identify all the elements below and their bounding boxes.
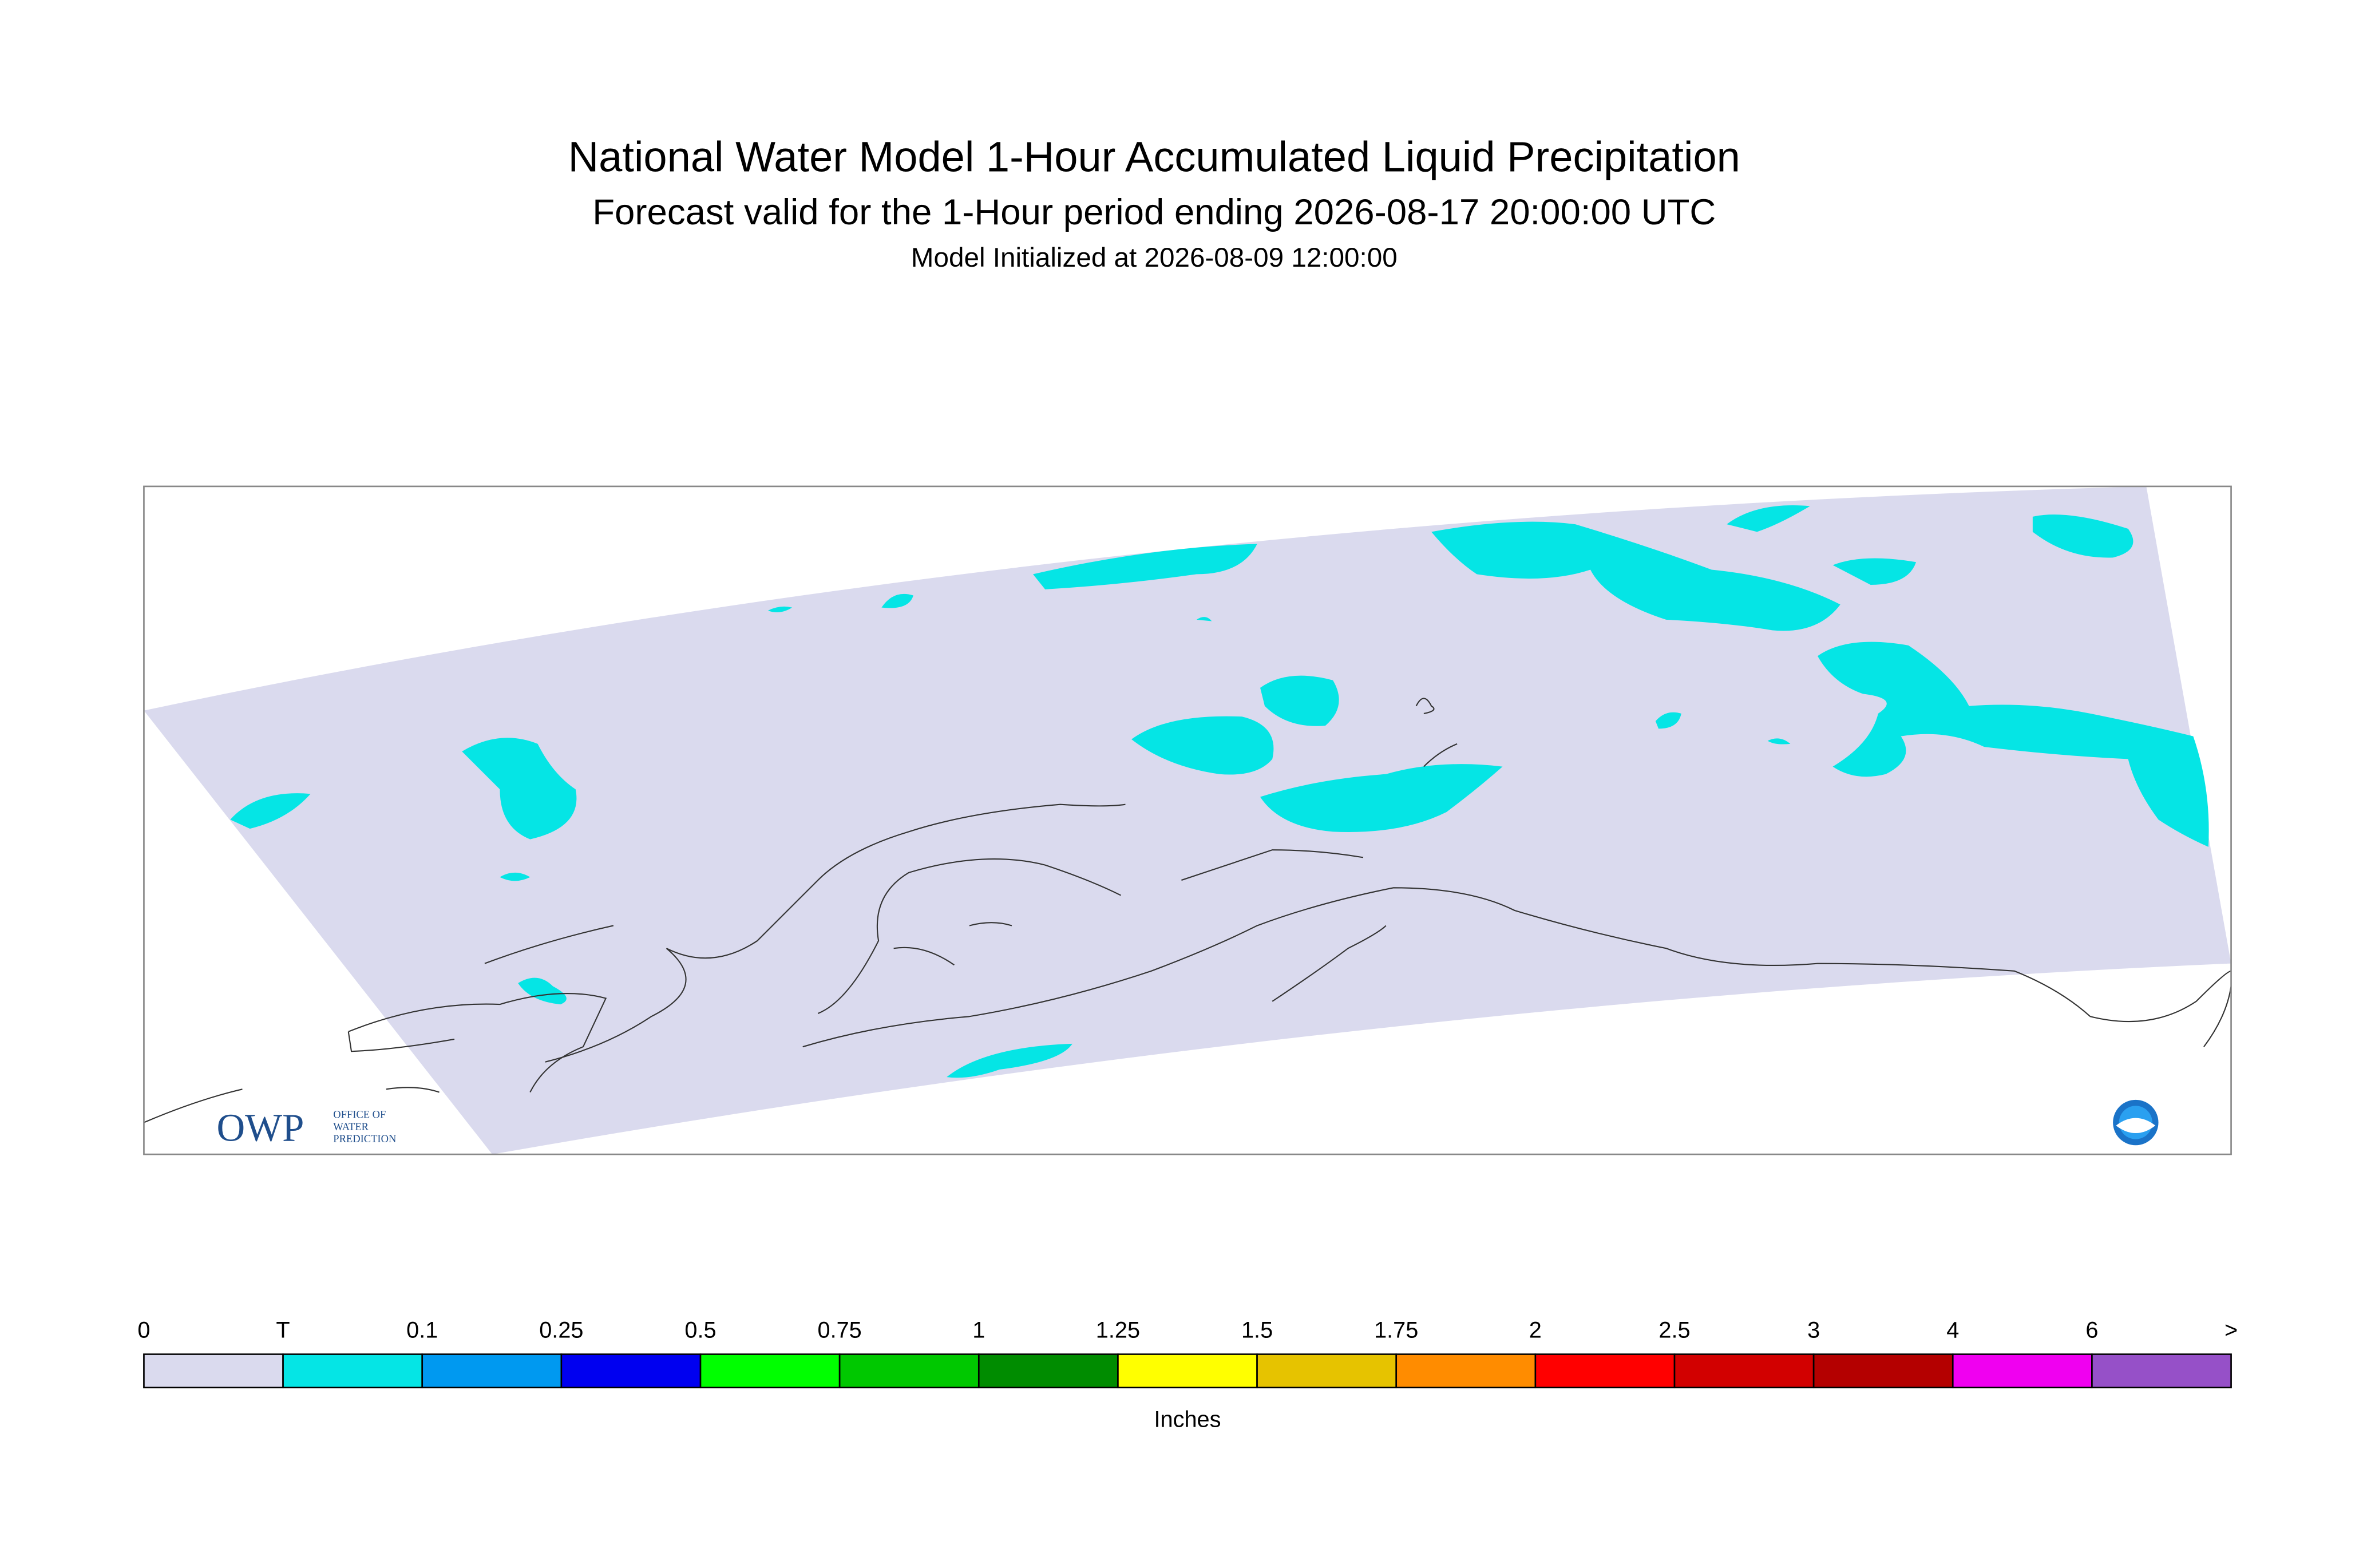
legend-label: 0.1 (406, 1317, 438, 1343)
map-frame (143, 485, 2232, 1155)
legend-label: 2.5 (1658, 1317, 1690, 1343)
precip-area (230, 793, 311, 829)
precip-area (1767, 738, 1791, 745)
logo-text: OFFICE OF (333, 1109, 386, 1121)
precip-area (1655, 712, 1681, 729)
legend-swatch (421, 1353, 563, 1389)
legend-label: 1 (972, 1317, 985, 1343)
precip-area (1727, 505, 1810, 532)
legend-label: 0.5 (684, 1317, 716, 1343)
precip-area (947, 1043, 1072, 1078)
precip-area (1196, 617, 1212, 621)
legend-label: T (276, 1317, 290, 1343)
legend-label: 2 (1529, 1317, 1542, 1343)
legend-swatch (282, 1353, 423, 1389)
precip-area (1832, 558, 1917, 585)
legend-swatch (977, 1353, 1119, 1389)
logo-text: WATER (333, 1121, 369, 1133)
logo-acronym: OWP (216, 1106, 304, 1149)
precip-areas (230, 505, 2209, 1078)
legend-label: 0.75 (818, 1317, 862, 1343)
legend-swatch (1395, 1353, 1537, 1389)
colorbar-unit: Inches (1154, 1407, 1221, 1432)
legend-label: 1.25 (1096, 1317, 1140, 1343)
precip-area (1260, 764, 1503, 832)
legend-swatch (2091, 1353, 2232, 1389)
precip-area (1033, 544, 1257, 589)
legend-label: 6 (2085, 1317, 2098, 1343)
legend-label: 0 (137, 1317, 150, 1343)
precip-area (518, 977, 567, 1005)
legend-swatch (1673, 1353, 1815, 1389)
legend-swatch (143, 1353, 284, 1389)
legend-label: 1.5 (1241, 1317, 1273, 1343)
legend-swatch (699, 1353, 841, 1389)
legend-swatch (838, 1353, 980, 1389)
precip-area (1818, 642, 2209, 847)
legend-swatch (560, 1353, 702, 1389)
title: National Water Model 1-Hour Accumulated … (568, 133, 1740, 180)
legend-swatch (1812, 1353, 1954, 1389)
precip-area (1260, 675, 1339, 726)
precip-area (2032, 514, 2133, 558)
legend-label: 1.75 (1374, 1317, 1418, 1343)
map: OWP OFFICE OF WATER PREDICTION (143, 485, 2232, 1155)
legend-swatch (1256, 1353, 1398, 1389)
precip-area (1431, 521, 1840, 631)
legend-swatch (1117, 1353, 1258, 1389)
legend-label: 3 (1807, 1317, 1820, 1343)
legend-swatch (1534, 1353, 1676, 1389)
precip-area (1131, 716, 1274, 775)
precip-area (881, 593, 913, 608)
logo-text: PREDICTION (333, 1133, 396, 1145)
precip-area (767, 606, 793, 612)
legend-label: > (2224, 1317, 2238, 1343)
init-time: Model Initialized at 2026-08-09 12:00:00 (911, 243, 1398, 273)
noaa-logo (2113, 1099, 2159, 1146)
subtitle: Forecast valid for the 1-Hour period end… (592, 192, 1716, 232)
precip-area (462, 738, 577, 840)
precip-area (500, 872, 531, 881)
legend-label: 4 (1946, 1317, 1959, 1343)
legend-swatch (1952, 1353, 2093, 1389)
coastline (144, 698, 2232, 1123)
legend-label: 0.25 (539, 1317, 583, 1343)
model-domain (144, 486, 2231, 1155)
colorbar: 0 T 0.1 0.25 0.5 0.75 1 1.25 1.5 1.75 2 2.5 3 4 6 > (137, 1317, 2238, 1389)
